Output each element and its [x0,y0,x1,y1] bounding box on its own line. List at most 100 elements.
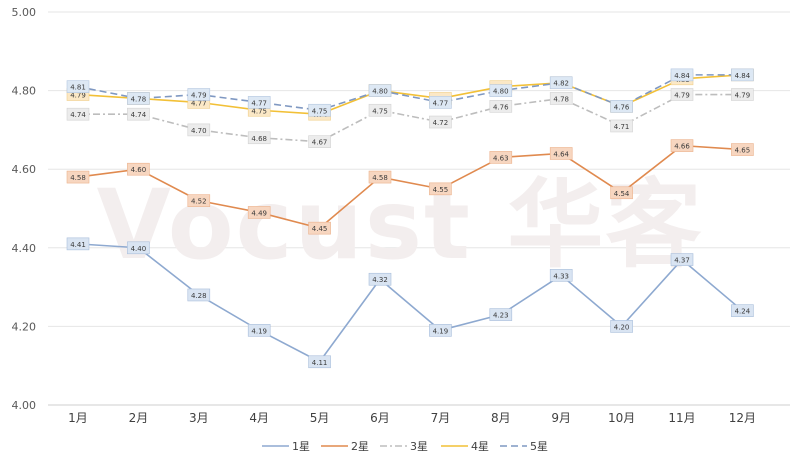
data-label-text: 4.40 [131,245,147,253]
data-label-box [368,84,392,97]
data-label-text: 4.68 [251,135,267,143]
data-label-text: 4.77 [191,99,207,107]
data-label-text: 4.60 [131,166,147,174]
data-label: 4.79 [187,88,211,101]
data-label-box [247,96,271,109]
data-label: 4.78 [549,92,573,105]
data-label-text: 4.84 [674,72,690,80]
data-label-box [670,68,694,82]
data-label: 4.68 [247,131,271,145]
data-label: 4.58 [368,170,392,184]
data-label-text: 4.76 [614,103,630,111]
data-label: 4.23 [489,308,513,321]
data-label-text: 4.70 [191,127,207,135]
data-label-box [187,88,211,101]
x-tick-label: 6月 [370,411,390,425]
data-label-text: 4.74 [70,111,86,119]
data-label-box [368,170,392,184]
data-label-text: 4.79 [191,92,207,100]
data-label: 4.72 [429,115,452,129]
x-tick-label: 2月 [129,411,149,425]
data-label-text: 4.32 [372,276,388,284]
data-label-box [187,194,211,207]
data-label-box [549,147,573,160]
data-label-box [731,88,754,101]
data-label-box [429,182,452,196]
grid-lines [48,11,790,406]
data-label: 4.76 [610,100,633,113]
data-label-text: 4.82 [553,80,569,88]
x-tick-label: 9月 [551,411,571,425]
data-label: 4.11 [308,355,331,369]
data-label-text: 4.80 [372,88,388,96]
data-label-text: 4.75 [251,107,267,115]
data-label-text: 4.67 [312,139,328,147]
x-tick-label: 10月 [608,411,635,425]
data-label-box [308,103,331,117]
data-label: 4.78 [127,92,150,105]
data-label-text: 4.52 [191,198,207,206]
data-label-text: 4.49 [251,209,267,217]
data-label: 4.76 [489,100,513,113]
data-label-box [429,96,452,109]
x-tick-label: 4月 [249,411,269,425]
data-label: 4.75 [368,103,392,117]
data-label-text: 4.58 [70,174,86,182]
data-label-box [247,131,271,145]
data-label: 4.81 [66,80,90,93]
data-label-box [489,100,513,113]
data-label-box [308,355,331,369]
data-label-text: 4.63 [493,154,509,162]
data-label: 4.82 [549,76,573,90]
data-label-box [610,100,633,113]
data-label: 4.63 [489,151,513,164]
x-tick-label: 8月 [491,411,511,425]
legend-label: 3星 [410,440,428,453]
data-label-text: 4.77 [251,99,267,107]
data-label: 4.32 [368,272,392,286]
data-label: 4.28 [187,288,211,302]
data-label-box [610,186,633,200]
data-label-box [127,241,150,255]
data-label-text: 4.20 [614,323,630,331]
y-axis-ticks: 4.00 4.20 4.40 4.60 4.80 5.00 [12,6,37,412]
legend-label: 1星 [292,440,310,453]
legend-label: 4星 [471,440,489,453]
y-tick-label: 4.00 [12,399,37,412]
legend: 1星 2星 3星 4星 5星 [262,440,548,453]
data-label-box [549,92,573,105]
series-line [77,243,743,363]
data-label: 4.77 [429,96,452,109]
data-label-box [610,119,633,133]
y-tick-label: 4.80 [12,85,37,98]
data-label: 4.80 [368,84,392,97]
data-label-box [610,320,633,333]
x-tick-label: 11月 [668,411,695,425]
data-label-text: 4.84 [735,72,751,80]
data-label: 4.54 [610,186,633,200]
data-label-box [429,324,452,337]
data-label-text: 4.58 [372,174,388,182]
data-label-box [549,76,573,90]
data-label: 4.19 [247,324,271,337]
y-tick-label: 5.00 [12,6,37,19]
x-tick-label: 7月 [431,411,451,425]
data-label-text: 4.71 [614,123,630,131]
data-label-text: 4.79 [735,92,751,100]
data-label: 4.77 [247,96,271,109]
x-tick-label: 3月 [189,411,209,425]
data-label: 4.66 [670,139,694,152]
data-label: 4.80 [489,84,513,97]
data-label-box [549,269,573,282]
data-label-text: 4.78 [553,95,569,103]
data-label-box [66,107,90,121]
x-tick-label: 5月 [310,411,330,425]
data-label: 4.20 [610,320,633,333]
data-label-box [429,115,452,129]
y-tick-label: 4.20 [12,320,37,333]
data-label-text: 4.19 [433,327,449,335]
data-label: 4.71 [610,119,633,133]
data-label-box [187,288,211,302]
data-label: 4.24 [731,304,754,317]
